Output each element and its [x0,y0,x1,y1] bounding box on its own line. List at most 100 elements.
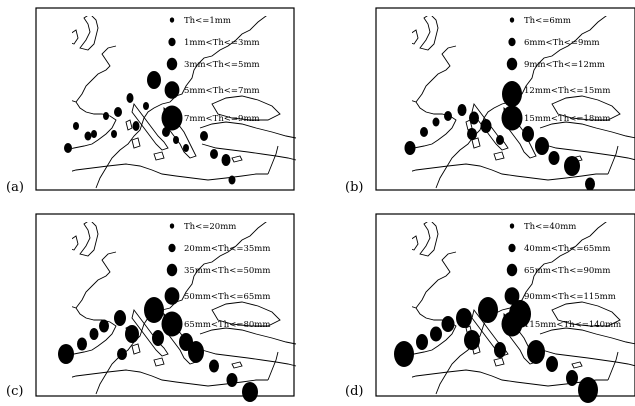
legend-label: 65mm<Th<=80mm [184,320,270,330]
legend-symbol [169,223,175,229]
stations [394,297,598,403]
map-d: Th<=40mm 40mm<Th<=65mm 65mm<Th<=90mm 90mm<T… [375,213,635,403]
coastline [539,121,635,139]
station-marker [420,127,428,137]
coastline [199,327,297,345]
station-marker [132,121,140,131]
legend: Th<=6mm 6mm<Th<=9mm 9mm<Th<=12mm 12mm<Th<=1… [501,16,610,131]
coastline [211,301,281,327]
legend-label: 3mm<Th<=5mm [184,60,260,70]
station-marker [89,328,99,340]
legend-symbol [168,37,176,47]
legend-label: 40mm<Th<=65mm [524,244,610,254]
coastline [412,235,419,251]
coastlines [72,222,297,395]
station-marker [566,370,578,386]
station-marker [469,111,479,125]
coastline [541,349,635,367]
legend-label: 35mm<Th<=50mm [184,266,270,276]
legend-symbol [169,17,175,23]
station-marker [444,111,452,121]
coastline [412,29,419,45]
legend-symbol [168,243,176,253]
coastline [412,306,457,355]
coastline [131,102,169,151]
panel-c: Th<=20mm 20mm<Th<=35mm 35mm<Th<=50mm 50mm<T… [0,206,300,406]
coastline [412,100,457,149]
coastline [231,361,243,369]
legend-label: 15mm<Th<=18mm [524,114,610,124]
station-marker [494,342,506,358]
station-marker [84,131,92,141]
coastline [201,143,297,161]
station-marker [152,330,164,346]
coastline [75,45,117,103]
legend-symbol [509,223,515,229]
coastline [201,349,297,367]
panel-d: Th<=40mm 40mm<Th<=65mm 65mm<Th<=90mm 90mm<T… [340,206,635,406]
station-marker [58,344,74,364]
legend-label: Th<=40mm [524,222,576,232]
legend: Th<=20mm 20mm<Th<=35mm 35mm<Th<=50mm 50mm<T… [161,222,270,337]
coastline [607,145,619,175]
coastline [541,143,635,161]
station-marker [480,119,492,133]
map-frame [375,213,635,397]
coastline [419,16,439,51]
station-marker [103,112,109,120]
legend-label: 12mm<Th<=15mm [524,86,610,96]
station-marker [209,359,219,373]
legend-symbol [509,17,515,23]
legend-symbol [508,37,516,47]
legend-symbol [504,287,520,305]
legend-label: Th<=1mm [184,16,231,26]
coastline [493,151,505,161]
station-marker [73,122,79,130]
station-marker [457,104,467,116]
coastline [471,137,481,149]
coastline [267,145,279,175]
station-marker [585,177,595,191]
map-b: Th<=6mm 6mm<Th<=9mm 9mm<Th<=12mm 12mm<Th<=1… [375,7,635,191]
stations [404,81,595,191]
station-marker [430,326,442,342]
legend-symbol [506,263,518,277]
coastline [131,137,141,149]
legend-symbol [161,105,183,131]
station-marker [432,117,440,127]
legend-symbol [161,311,183,337]
coastline [415,251,457,309]
station-marker [564,156,580,176]
coastline [571,361,583,369]
coastline [125,119,133,131]
map-frame [35,213,295,397]
map-c: Th<=20mm 20mm<Th<=35mm 35mm<Th<=50mm 50mm<T… [35,213,297,402]
legend-label: 115mm<Th<=140mm [524,320,621,330]
station-marker [91,130,97,138]
coastlines [72,16,297,189]
station-marker [126,93,134,103]
panel-letter-c: (c) [6,384,24,399]
stations [64,71,236,185]
coastline [79,222,99,257]
station-marker [522,126,534,142]
coastline [471,308,509,357]
station-marker [464,330,480,350]
legend-label: 90mm<Th<=115mm [524,292,616,302]
legend: Th<=1mm 1mm<Th<=3mm 3mm<Th<=5mm 5mm<Th<=7mm… [161,16,260,131]
map-frame [375,7,635,191]
coastline [551,95,621,121]
coastline [72,163,268,181]
station-marker [143,102,149,110]
legend-label: 7mm<Th<=9mm [184,114,260,124]
station-marker [228,175,236,185]
coastline [551,301,621,327]
station-marker [242,382,258,402]
station-marker [117,348,127,360]
coastline [415,45,457,103]
coastline [95,16,268,189]
station-marker [188,341,204,363]
station-marker [210,149,218,159]
panel-letter-b: (b) [345,180,364,195]
station-marker [221,154,231,166]
